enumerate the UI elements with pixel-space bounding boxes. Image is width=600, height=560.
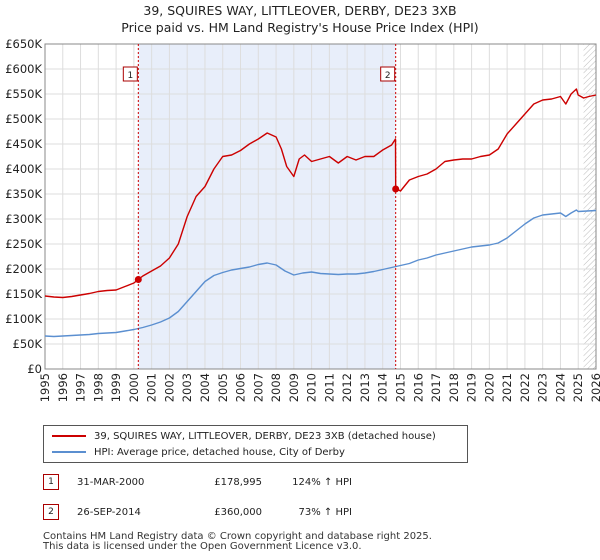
footer-line-2: This data is licensed under the Open Gov…: [43, 541, 362, 552]
footer-line-1: Contains HM Land Registry data © Crown c…: [43, 531, 432, 542]
x-tick-label: 2016: [411, 373, 425, 402]
x-tick-label: 2022: [518, 373, 532, 402]
sale-point: [134, 276, 142, 284]
y-tick-label: £100K: [5, 312, 42, 326]
transaction-row: 1 31-MAR-2000 £178,995 124% ↑ HPI: [43, 472, 352, 492]
x-tick-label: 2012: [340, 373, 354, 402]
sale-badge-label: 2: [385, 71, 391, 81]
projection-hatch: [583, 44, 596, 369]
x-tick-label: 1997: [74, 373, 88, 402]
transaction-date: 26-SEP-2014: [77, 506, 141, 518]
y-tick-label: £0: [27, 362, 42, 376]
transaction-badge: 2: [43, 504, 59, 520]
legend-item-hpi: HPI: Average price, detached house, City…: [52, 445, 345, 459]
y-tick-label: £50K: [13, 337, 43, 351]
transaction-row: 2 26-SEP-2014 £360,000 73% ↑ HPI: [43, 502, 352, 522]
transaction-price: £178,995: [214, 476, 262, 488]
y-tick-label: £300K: [5, 212, 42, 226]
x-tick-label: 2002: [162, 373, 176, 402]
ownership-shading: [138, 44, 396, 369]
x-tick-label: 2000: [127, 373, 141, 402]
sale-badge-box: [380, 66, 396, 82]
x-tick-label: 2010: [305, 373, 319, 402]
x-tick-label: 2009: [287, 373, 301, 402]
x-tick-label: 2015: [394, 373, 408, 402]
x-tick-label: 2001: [145, 373, 159, 402]
y-tick-label: £150K: [5, 287, 42, 301]
y-tick-label: £600K: [5, 62, 42, 76]
y-tick-label: £550K: [5, 87, 42, 101]
x-tick-label: 2025: [571, 373, 585, 402]
x-tick-label: 2019: [465, 373, 479, 402]
x-tick-label: 2021: [500, 373, 514, 402]
transaction-date: 31-MAR-2000: [77, 476, 145, 488]
x-tick-label: 2007: [251, 373, 265, 402]
y-tick-label: £500K: [5, 112, 42, 126]
legend-label-property: 39, SQUIRES WAY, LITTLEOVER, DERBY, DE23…: [94, 430, 436, 442]
hpi-series-line: [44, 209, 597, 338]
x-tick-label: 2011: [322, 373, 336, 402]
x-tick-label: 1998: [91, 373, 105, 402]
legend-item-property: 39, SQUIRES WAY, LITTLEOVER, DERBY, DE23…: [52, 429, 436, 443]
x-tick-label: 1999: [109, 373, 123, 402]
x-tick-label: 2018: [447, 373, 461, 402]
sale-badge-label: 1: [127, 71, 133, 81]
x-tick-label: 2006: [234, 373, 248, 402]
x-tick-label: 2004: [198, 373, 212, 402]
x-tick-label: 1995: [38, 373, 52, 402]
x-tick-label: 2003: [180, 373, 194, 402]
y-tick-label: £200K: [5, 262, 42, 276]
transaction-hpi: 124% ↑ HPI: [292, 476, 352, 488]
x-tick-label: 2024: [553, 373, 567, 402]
x-tick-label: 2013: [358, 373, 372, 402]
y-tick-label: £350K: [5, 187, 42, 201]
legend-label-hpi: HPI: Average price, detached house, City…: [94, 446, 345, 458]
x-tick-label: 2023: [536, 373, 550, 402]
x-tick-label: 1996: [56, 373, 70, 402]
footer: Contains HM Land Registry data © Crown c…: [43, 532, 432, 552]
plot-frame: [44, 43, 597, 370]
legend: 39, SQUIRES WAY, LITTLEOVER, DERBY, DE23…: [43, 425, 468, 463]
legend-swatch-property: [52, 435, 86, 437]
transaction-hpi: 73% ↑ HPI: [298, 506, 352, 518]
x-tick-label: 2020: [482, 373, 496, 402]
y-tick-label: £400K: [5, 162, 42, 176]
sale-point: [392, 185, 400, 193]
x-tick-label: 2017: [429, 373, 443, 402]
legend-swatch-hpi: [52, 451, 86, 453]
sale-badge-box: [122, 66, 138, 82]
y-tick-label: £650K: [5, 37, 42, 51]
y-tick-label: £450K: [5, 137, 42, 151]
y-tick-label: £250K: [5, 237, 42, 251]
x-tick-label: 2008: [269, 373, 283, 402]
property-series-line: [44, 88, 597, 299]
x-tick-label: 2005: [216, 373, 230, 402]
chart-title-block: 39, SQUIRES WAY, LITTLEOVER, DERBY, DE23…: [0, 2, 600, 36]
transaction-badge: 1: [43, 474, 59, 490]
transaction-price: £360,000: [214, 506, 262, 518]
x-tick-label: 2014: [376, 373, 390, 402]
chart-title: 39, SQUIRES WAY, LITTLEOVER, DERBY, DE23…: [143, 3, 457, 18]
x-tick-label: 2026: [589, 373, 600, 402]
price-chart: £0 £50K £100K £150K £200K £250K £300K £350K £400…: [5, 37, 600, 402]
chart-subtitle: Price paid vs. HM Land Registry's House …: [121, 20, 479, 35]
